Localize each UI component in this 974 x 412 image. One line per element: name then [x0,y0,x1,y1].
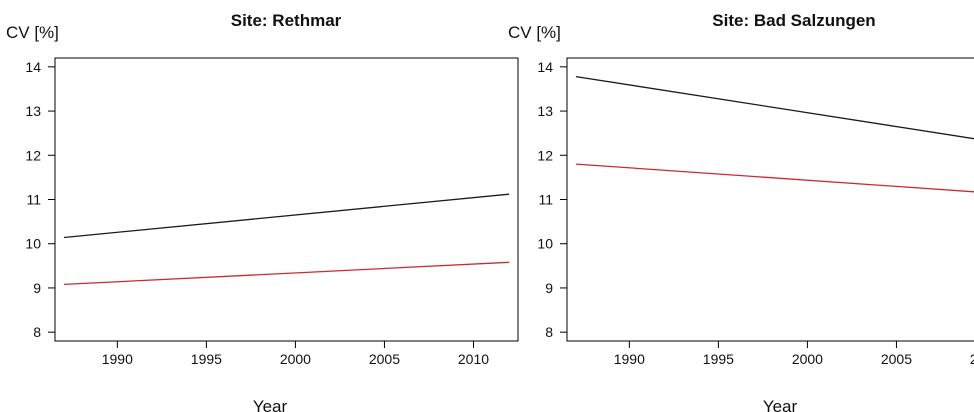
y-tick-label: 14 [25,59,41,75]
y-axis-label: CV [%] [6,23,59,42]
x-tick-label: 2010 [458,351,489,367]
y-tick-label: 14 [537,59,553,75]
y-tick-label: 8 [33,324,41,340]
y-tick-label: 9 [33,280,41,296]
x-tick-label: 2005 [881,351,912,367]
x-tick-label: 2000 [280,351,311,367]
x-tick-label: 1995 [703,351,734,367]
series-line-1 [63,193,510,239]
y-axis-label: CV [%] [508,23,561,42]
y-tick-label: 11 [538,192,553,208]
x-axis-label: Year [763,397,798,412]
x-tick-label: 1995 [191,351,222,367]
chart-title: Site: Bad Salzungen [712,11,875,30]
x-tick-label: 2005 [369,351,400,367]
plot-frame [566,57,974,342]
series-line-2 [63,261,510,286]
chart-bad-salzungen: Site: Bad Salzungen CV [%] Year 8 9 10 11 12… [508,11,974,412]
y-tick-label: 12 [25,147,41,163]
y-tick-label: 8 [545,324,553,340]
chart-rethmar: Site: Rethmar CV [%] Year 8 9 10 11 12 13 14 19… [6,11,519,412]
x-tick-label: 1990 [102,351,133,367]
series-line-1 [575,75,974,140]
y-tick-label: 12 [537,147,553,163]
y-tick-label: 10 [537,236,553,252]
y-tick-label: 13 [25,103,41,119]
chart-title: Site: Rethmar [231,11,342,30]
y-tick-label: 10 [25,236,41,252]
x-axis-label: Year [253,397,288,412]
series-line-2 [575,163,974,193]
y-tick-label: 9 [545,280,553,296]
x-tick-label: 2000 [792,351,823,367]
x-tick-label: 2010 [970,351,974,367]
y-tick-label: 13 [537,103,553,119]
x-tick-label: 1990 [614,351,645,367]
y-tick-label: 11 [26,192,41,208]
